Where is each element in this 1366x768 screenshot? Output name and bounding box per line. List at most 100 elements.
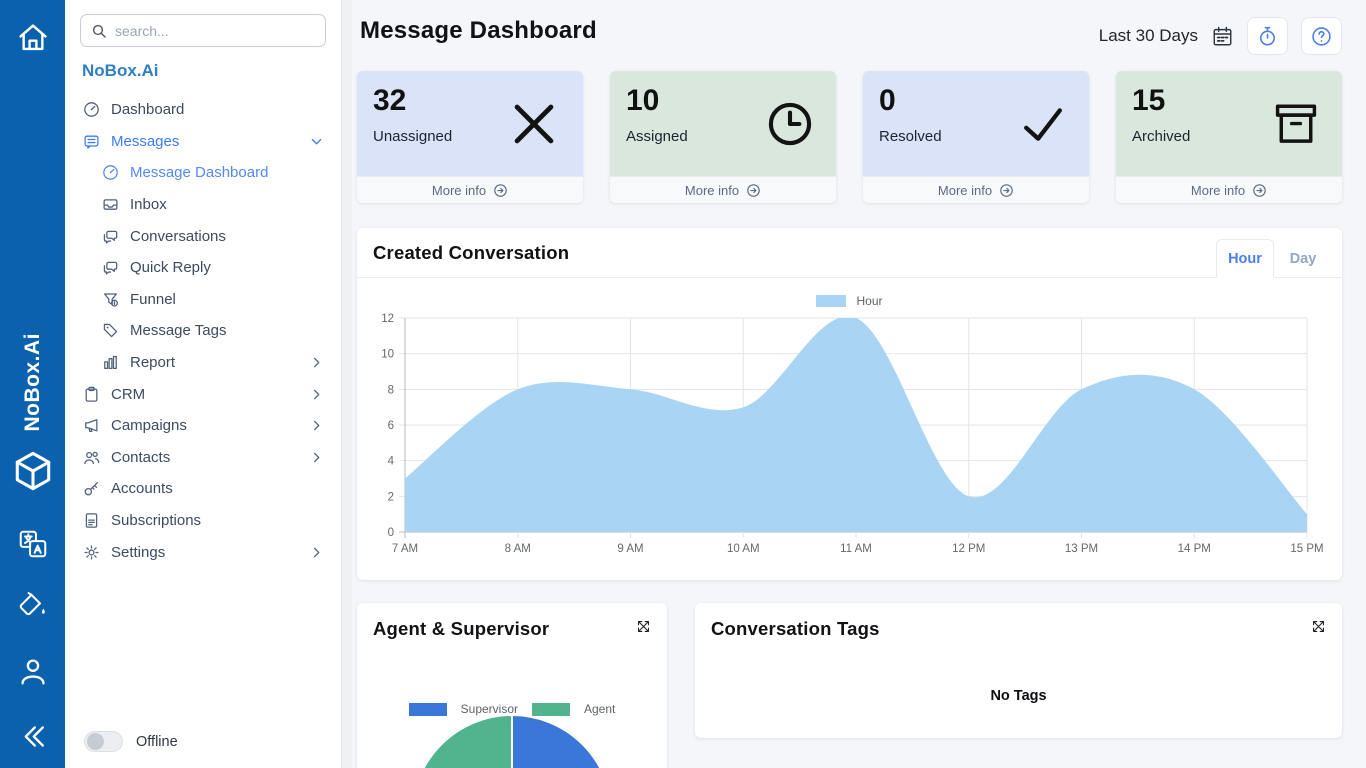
- sidebar-item-campaigns[interactable]: Campaigns: [65, 410, 341, 442]
- clock-icon: [764, 98, 816, 150]
- more-info-label: More info: [937, 182, 993, 198]
- sidebar-item-settings[interactable]: Settings: [65, 536, 341, 568]
- stat-card-body: 0 Resolved: [863, 71, 1089, 176]
- expand-icon[interactable]: [1310, 618, 1327, 635]
- sidebar-menu: Dashboard Messages Message Dashboard Inbox C…: [65, 94, 341, 568]
- circle-arrow-icon: [999, 183, 1014, 198]
- sidebar-item-label: Settings: [111, 543, 166, 561]
- panel-title: Conversation Tags: [711, 618, 880, 639]
- stat-value: 32: [373, 84, 407, 117]
- agent-supervisor-panel: Agent & Supervisor Supervisor Agent: [357, 603, 667, 768]
- collapse-icon[interactable]: [17, 721, 48, 752]
- stat-card-body: 32 Unassigned: [357, 71, 583, 176]
- svg-text:4: 4: [388, 456, 395, 468]
- sidebar-item-inbox[interactable]: Inbox: [65, 189, 341, 221]
- speedometer-icon: [82, 101, 100, 119]
- stat-card-assigned: 10 Assigned More info: [610, 71, 836, 203]
- sidebar-item-accounts[interactable]: Accounts: [65, 473, 341, 505]
- stat-card-archived: 15 Archived More info: [1116, 71, 1342, 203]
- stat-label: Resolved: [879, 127, 942, 145]
- paint-bucket-icon[interactable]: [17, 591, 48, 622]
- sidebar-item-label: Accounts: [111, 480, 173, 498]
- megaphone-icon: [82, 417, 100, 435]
- chevron-down-icon: [309, 134, 324, 149]
- check-icon: [1017, 98, 1069, 150]
- sidebar-item-label: Message Tags: [130, 322, 227, 340]
- stat-value: 15: [1132, 84, 1166, 117]
- people-icon: [82, 448, 100, 466]
- circle-arrow-icon: [746, 183, 761, 198]
- chevron-right-icon: [309, 418, 324, 433]
- sidebar-item-label: Messages: [111, 132, 180, 150]
- chevron-right-icon: [309, 355, 324, 370]
- stat-label: Archived: [1132, 127, 1191, 145]
- empty-state-text: No Tags: [990, 688, 1047, 704]
- sidebar-item-quick-reply[interactable]: Quick Reply: [65, 252, 341, 284]
- sidebar-item-conversations[interactable]: Conversations: [65, 220, 341, 252]
- more-info-link[interactable]: More info: [357, 176, 583, 203]
- hour-day-tabs: Hour Day: [1216, 239, 1332, 278]
- sidebar-item-funnel[interactable]: Funnel: [65, 284, 341, 316]
- circle-arrow-icon: [1252, 183, 1267, 198]
- circle-arrow-icon: [493, 183, 508, 198]
- sidebar-item-crm[interactable]: CRM: [65, 378, 341, 410]
- offline-label: Offline: [136, 733, 178, 750]
- svg-text:8 AM: 8 AM: [505, 543, 531, 555]
- bars-icon: [101, 354, 119, 372]
- more-info-link[interactable]: More info: [610, 176, 836, 203]
- more-info-link[interactable]: More info: [863, 176, 1089, 203]
- sidebar-item-subscriptions[interactable]: Subscriptions: [65, 505, 341, 537]
- more-info-link[interactable]: More info: [1116, 176, 1342, 203]
- sidebar-item-contacts[interactable]: Contacts: [65, 442, 341, 474]
- user-icon[interactable]: [16, 655, 49, 688]
- search-box: [80, 14, 326, 47]
- cube-icon[interactable]: [10, 448, 56, 494]
- sidebar-item-messages[interactable]: Messages: [65, 126, 341, 158]
- tab-hour[interactable]: Hour: [1216, 239, 1274, 278]
- offline-toggle[interactable]: [84, 731, 123, 752]
- legend-label: Supervisor: [460, 702, 518, 716]
- sidebar-item-label: Quick Reply: [130, 259, 211, 277]
- created-conversation-panel: Created Conversation Hour Day Hour 0 2 4 6 8 1…: [357, 228, 1342, 580]
- home-icon[interactable]: [16, 20, 50, 54]
- search-input[interactable]: [115, 22, 315, 39]
- expand-icon[interactable]: [635, 618, 652, 635]
- doc-lines-icon: [82, 512, 100, 530]
- translate-icon[interactable]: [17, 528, 49, 560]
- sidebar-item-label: Funnel: [130, 290, 176, 308]
- legend-swatch: [408, 702, 447, 716]
- legend-swatch: [532, 702, 570, 716]
- more-info-label: More info: [1190, 182, 1246, 198]
- tab-day[interactable]: Day: [1289, 250, 1317, 267]
- sidebar-item-report[interactable]: Report: [65, 347, 341, 379]
- stat-card-resolved: 0 Resolved More info: [863, 71, 1089, 203]
- pie-chart: [422, 713, 602, 768]
- panel-title: Created Conversation: [373, 241, 570, 263]
- sidebar-item-message-dashboard[interactable]: Message Dashboard: [65, 157, 341, 189]
- help-button[interactable]: [1301, 17, 1342, 55]
- sidebar-item-label: Dashboard: [111, 101, 185, 119]
- sidebar-item-label: Subscriptions: [111, 512, 202, 530]
- gear-icon: [82, 543, 100, 561]
- stopwatch-button[interactable]: [1247, 17, 1288, 55]
- app-rail: NoBox.Ai: [0, 0, 65, 768]
- sidebar: NoBox.Ai Dashboard Messages Message Dashbo…: [65, 0, 341, 768]
- area-chart: 0 2 4 6 8 10 12 7 AM 8 AM 9 AM 10 AM 11 AM 12 PM 13 P…: [381, 313, 1323, 555]
- sidebar-item-message-tags[interactable]: Message Tags: [65, 315, 341, 347]
- sidebar-scrollbar[interactable]: [341, 0, 352, 768]
- sidebar-item-dashboard[interactable]: Dashboard: [65, 94, 341, 126]
- more-info-label: More info: [431, 182, 487, 198]
- calendar-icon[interactable]: [1211, 25, 1234, 48]
- header-actions: Last 30 Days: [1099, 17, 1342, 55]
- page-title: Message Dashboard: [360, 17, 597, 44]
- panel-header: Created Conversation Hour Day: [357, 228, 1342, 278]
- stat-card-body: 15 Archived: [1116, 71, 1342, 176]
- svg-text:12: 12: [381, 313, 394, 325]
- chat-lines-icon: [82, 132, 100, 150]
- chart-legend: Hour: [357, 294, 1342, 308]
- panel-title: Agent & Supervisor: [373, 618, 550, 639]
- bubbles-icon: [101, 227, 119, 245]
- chevron-right-icon: [309, 450, 324, 465]
- offline-row: Offline: [84, 731, 178, 752]
- sidebar-item-label: CRM: [111, 385, 146, 403]
